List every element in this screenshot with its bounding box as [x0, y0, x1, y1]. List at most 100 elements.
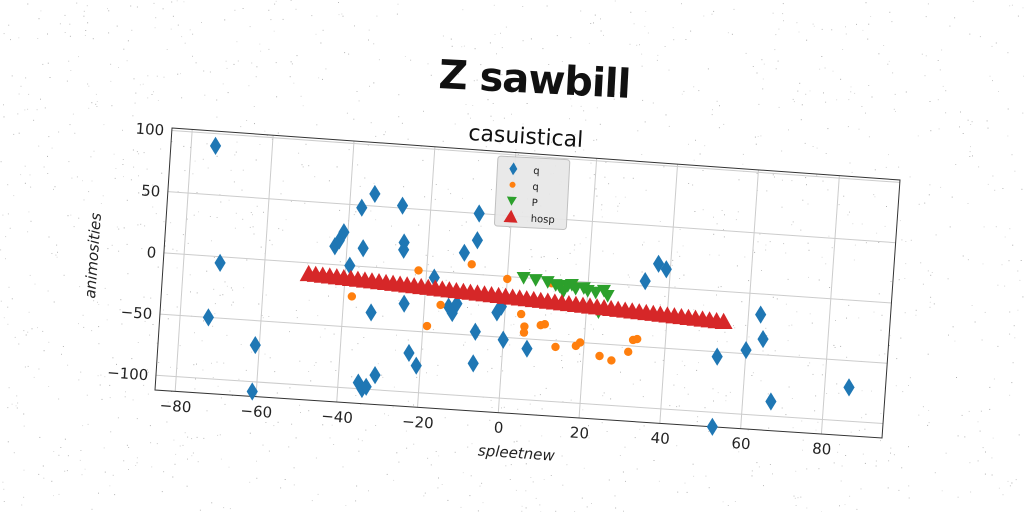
- grid-line-x: [336, 140, 355, 403]
- series-3: [299, 264, 733, 330]
- data-point: [333, 231, 345, 250]
- y-tick-label: −50: [120, 303, 153, 323]
- data-point: [398, 294, 410, 313]
- data-point: [714, 312, 733, 330]
- data-point: [469, 322, 481, 341]
- grid-line-y: [155, 374, 884, 425]
- legend-label: q: [532, 182, 539, 193]
- data-point: [403, 343, 415, 363]
- data-point: [607, 356, 616, 365]
- y-tick-label: 100: [135, 119, 165, 139]
- data-point: [588, 286, 603, 300]
- legend-label: q: [533, 166, 540, 177]
- data-point: [360, 377, 372, 396]
- data-point: [706, 417, 718, 436]
- grid-line-x: [740, 169, 759, 429]
- data-point: [740, 340, 752, 360]
- y-tick-label: −100: [107, 363, 149, 384]
- data-point: [357, 239, 369, 258]
- data-point: [436, 300, 445, 310]
- data-point: [458, 243, 470, 262]
- data-point: [516, 272, 531, 285]
- data-point: [214, 253, 226, 272]
- data-point: [711, 347, 723, 366]
- tick-labels: −80 −60 −40 −20 0 20 40 60 80 −100 −50 0 50 100: [107, 119, 832, 458]
- grid-line-x: [174, 129, 193, 392]
- legend-marker: [509, 162, 518, 176]
- grid-line-y: [159, 313, 888, 364]
- y-tick-label: 50: [141, 181, 161, 200]
- data-point: [639, 272, 651, 291]
- data-point: [521, 339, 533, 358]
- data-point: [516, 309, 526, 319]
- legend-label: P: [531, 198, 538, 209]
- data-point: [471, 231, 483, 250]
- data-point: [352, 373, 364, 392]
- legend-marker: [503, 209, 518, 223]
- data-point: [652, 254, 665, 273]
- data-point: [632, 334, 642, 344]
- data-point: [540, 320, 550, 329]
- data-point: [442, 297, 455, 316]
- data-point: [755, 305, 767, 324]
- data-point: [451, 294, 463, 313]
- data-point: [528, 274, 543, 287]
- x-tick-label: 60: [731, 434, 751, 453]
- x-tick-label: −60: [240, 402, 273, 422]
- series-layer: [202, 136, 855, 436]
- data-point: [356, 198, 368, 217]
- series-2: [516, 272, 615, 320]
- legend-label: hosp: [530, 214, 555, 226]
- data-point: [369, 366, 381, 385]
- data-point: [467, 354, 479, 373]
- data-point: [551, 342, 560, 352]
- data-point: [660, 260, 672, 279]
- y-tick-label: 0: [146, 243, 157, 262]
- legend-marker: [506, 196, 517, 206]
- data-point: [428, 268, 440, 287]
- data-point: [600, 290, 615, 303]
- data-point: [338, 223, 350, 242]
- data-point: [495, 297, 507, 316]
- data-point: [497, 330, 509, 349]
- data-point: [624, 347, 633, 357]
- plot-frame: [154, 127, 901, 439]
- grid-line-y: [171, 129, 900, 183]
- data-point: [202, 308, 215, 327]
- x-axis-label: spleetnew: [477, 441, 556, 464]
- x-tick-label: 20: [569, 423, 589, 442]
- grid-line-x: [659, 164, 679, 424]
- data-point: [556, 285, 571, 299]
- data-point: [575, 338, 585, 347]
- data-point: [414, 266, 423, 275]
- x-tick-label: 80: [812, 439, 832, 458]
- data-point: [246, 382, 258, 401]
- grid-line-x: [820, 175, 840, 435]
- legend-marker: [509, 181, 516, 188]
- data-point: [520, 322, 529, 331]
- data-point: [365, 303, 377, 322]
- data-point: [467, 260, 476, 269]
- x-tick-label: 40: [650, 429, 670, 448]
- data-point: [446, 303, 458, 323]
- grid-line-y: [163, 252, 892, 304]
- data-point: [757, 329, 769, 349]
- data-point: [344, 256, 356, 275]
- data-point: [347, 292, 357, 301]
- data-point: [491, 303, 503, 322]
- chart-title: casuistical: [468, 121, 584, 153]
- data-point: [519, 328, 529, 337]
- data-point: [473, 204, 485, 223]
- data-point: [422, 321, 432, 331]
- data-point: [396, 196, 409, 215]
- series-0: [202, 136, 855, 436]
- data-point: [369, 184, 381, 204]
- x-tick-label: −80: [159, 396, 192, 416]
- data-point: [410, 356, 422, 375]
- data-point: [843, 378, 855, 397]
- data-point: [249, 335, 261, 355]
- data-point: [503, 274, 512, 284]
- grid-line-x: [255, 135, 274, 397]
